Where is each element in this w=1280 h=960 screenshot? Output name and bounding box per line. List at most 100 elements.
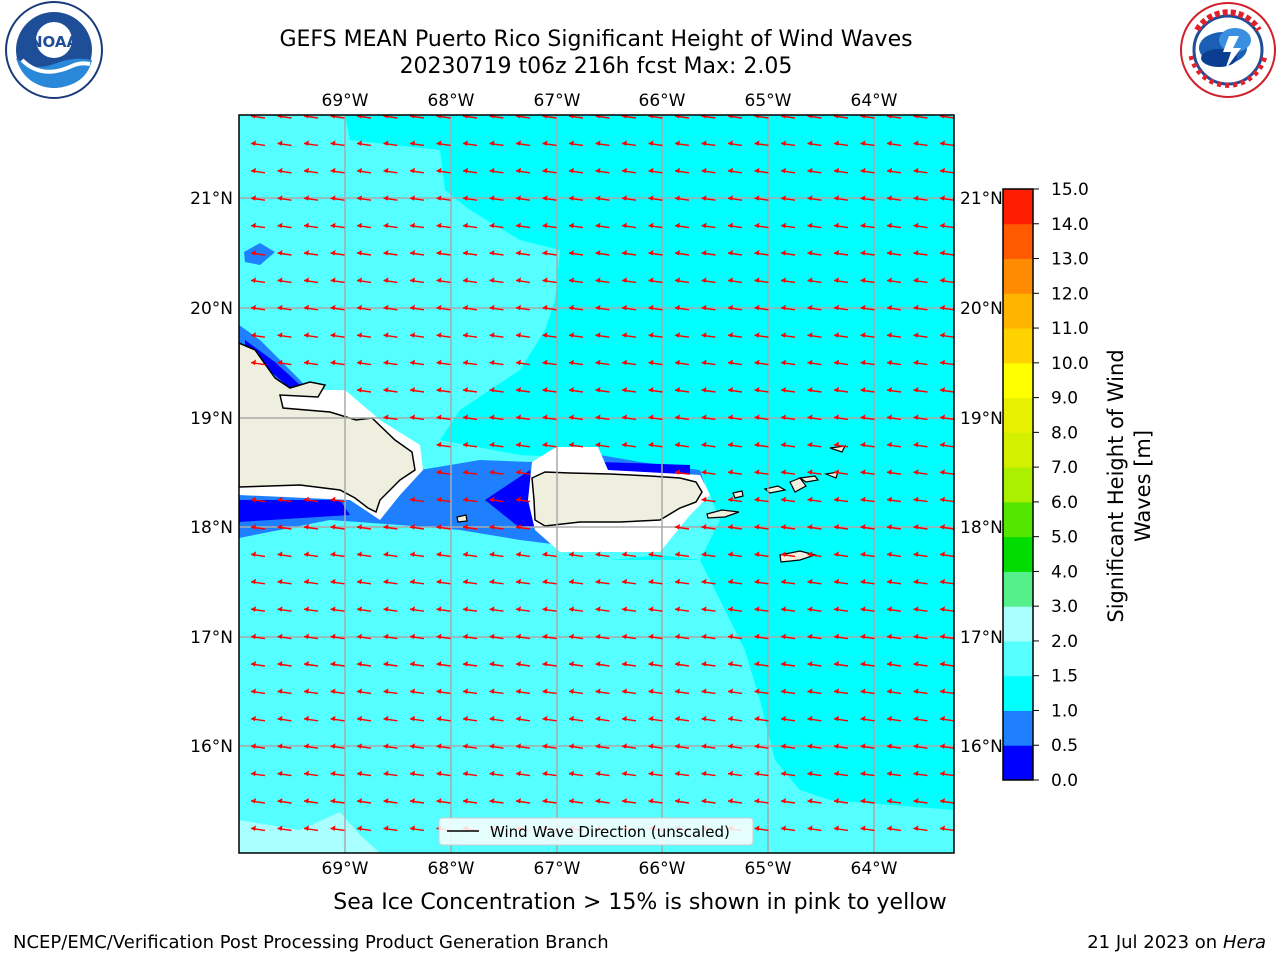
wave-direction-arrowhead xyxy=(357,825,362,831)
wave-direction-arrowhead xyxy=(516,798,521,804)
wave-direction-arrowhead xyxy=(940,304,945,311)
wave-direction-arrowhead xyxy=(330,743,336,749)
wave-direction-arrowhead xyxy=(595,250,601,256)
wave-direction-arrowhead xyxy=(410,304,415,311)
wave-direction-arrowhead xyxy=(383,195,389,201)
wave-direction-arrowhead xyxy=(701,250,707,256)
wave-direction-arrowhead xyxy=(410,277,415,283)
wave-direction-arrowhead xyxy=(675,688,680,694)
wave-direction-arrowhead xyxy=(383,414,389,420)
wave-direction-arrowhead xyxy=(304,524,309,530)
wave-direction-arrowhead xyxy=(940,743,945,749)
wave-direction-arrowhead xyxy=(940,250,945,256)
wave-direction-arrowhead xyxy=(330,524,336,530)
wave-direction-arrowhead xyxy=(489,715,495,722)
wave-direction-arrowhead xyxy=(436,661,442,667)
wave-direction-arrowhead xyxy=(887,606,892,612)
lon-label-top: 64°W xyxy=(851,91,898,111)
wave-direction-arrowhead xyxy=(675,743,680,749)
wave-direction-arrowhead xyxy=(834,606,839,612)
wave-direction-arrowhead xyxy=(675,414,680,420)
wave-direction-arrowhead xyxy=(410,661,415,667)
wave-direction-arrowhead xyxy=(516,633,521,640)
wave-direction-arrowhead xyxy=(754,277,760,283)
wave-direction-arrowhead xyxy=(516,115,521,119)
wave-direction-arrowhead xyxy=(622,441,627,448)
wave-direction-arrowhead xyxy=(489,359,495,366)
wave-direction-arrowhead xyxy=(463,250,468,256)
wave-direction-arrowhead xyxy=(542,332,548,338)
wave-direction-arrowhead xyxy=(330,825,336,831)
wave-direction-arrowhead xyxy=(913,469,919,475)
wave-direction-arrowhead xyxy=(754,140,760,146)
wave-direction-arrowhead xyxy=(913,633,919,640)
wave-direction-arrowhead xyxy=(410,195,415,201)
wave-direction-arrowhead xyxy=(436,633,442,640)
wave-direction-arrowhead xyxy=(701,661,707,667)
wave-direction-arrowhead xyxy=(304,115,309,119)
colorbar-tick-label: 10.0 xyxy=(1051,354,1089,374)
wave-direction-arrowhead xyxy=(648,195,654,201)
wave-direction-arrowhead xyxy=(357,551,362,557)
wave-direction-arrowhead xyxy=(304,743,309,749)
wave-direction-arrowhead xyxy=(648,222,654,229)
wave-direction-arrowhead xyxy=(940,578,945,585)
wave-direction-arrowhead xyxy=(913,250,919,256)
lon-label-top: 67°W xyxy=(534,91,581,111)
wave-direction-arrowhead xyxy=(807,825,813,831)
wave-direction-arrowhead xyxy=(436,469,442,475)
wave-direction-arrowhead xyxy=(913,496,919,503)
wave-direction-arrowhead xyxy=(781,688,786,694)
colorbar-tick-label: 2.0 xyxy=(1051,632,1078,652)
wave-direction-arrowhead xyxy=(304,359,309,366)
wave-direction-arrowhead xyxy=(542,167,548,174)
wave-direction-arrowhead xyxy=(569,770,574,777)
wave-direction-arrowhead xyxy=(675,578,680,585)
wave-direction-arrowhead xyxy=(728,606,733,612)
wave-direction-arrowhead xyxy=(569,661,574,667)
wave-direction-arrowhead xyxy=(622,715,627,722)
wave-direction-arrowhead xyxy=(913,825,919,831)
wave-direction-arrowhead xyxy=(251,359,256,366)
wave-direction-arrowhead xyxy=(569,798,574,804)
wave-direction-arrowhead xyxy=(887,688,892,694)
wave-direction-arrowhead xyxy=(887,743,892,749)
wave-direction-arrowhead xyxy=(675,606,680,612)
footer-date-text: 21 Jul 2023 on xyxy=(1087,932,1223,953)
wave-direction-arrowhead xyxy=(754,798,760,804)
lat-labels-right: 21°N 20°N 19°N 18°N 17°N 16°N xyxy=(960,189,1003,757)
colorbar-segment xyxy=(1003,467,1033,503)
wave-direction-arrowhead xyxy=(622,115,627,119)
colorbar-segment xyxy=(1003,258,1033,294)
wave-direction-arrowhead xyxy=(648,715,654,722)
wave-direction-arrowhead xyxy=(330,167,336,174)
wave-direction-arrowhead xyxy=(834,715,839,722)
colorbar-segment xyxy=(1003,536,1033,572)
wave-direction-arrowhead xyxy=(675,359,680,366)
wave-direction-arrowhead xyxy=(569,441,574,448)
wave-direction-arrowhead xyxy=(913,524,919,530)
wave-direction-arrowhead xyxy=(887,661,892,667)
wave-direction-arrowhead xyxy=(754,578,760,585)
wave-direction-arrowhead xyxy=(463,441,468,448)
wave-direction-arrowhead xyxy=(330,661,336,667)
wave-direction-arrowhead xyxy=(516,332,521,338)
wave-direction-arrowhead xyxy=(807,524,813,530)
wave-direction-arrowhead xyxy=(648,661,654,667)
colorbar-segment xyxy=(1003,745,1033,781)
wave-direction-arrowhead xyxy=(887,524,892,530)
wave-direction-arrowhead xyxy=(251,222,256,229)
colorbar-tick-label: 15.0 xyxy=(1051,180,1089,200)
wave-direction-arrowhead xyxy=(807,140,813,146)
wave-direction-arrowhead xyxy=(860,770,866,777)
wave-direction-arrowhead xyxy=(436,743,442,749)
wave-direction-arrowhead xyxy=(807,633,813,640)
wave-direction-arrowhead xyxy=(251,606,256,612)
colorbar-tick-label: 13.0 xyxy=(1051,250,1089,270)
wave-direction-arrowhead xyxy=(834,578,839,585)
wave-direction-arrowhead xyxy=(728,524,733,530)
wave-direction-arrowhead xyxy=(357,633,362,640)
wave-direction-arrowhead xyxy=(913,140,919,146)
lon-label-bottom: 68°W xyxy=(428,859,475,879)
wave-direction-arrowhead xyxy=(595,798,601,804)
